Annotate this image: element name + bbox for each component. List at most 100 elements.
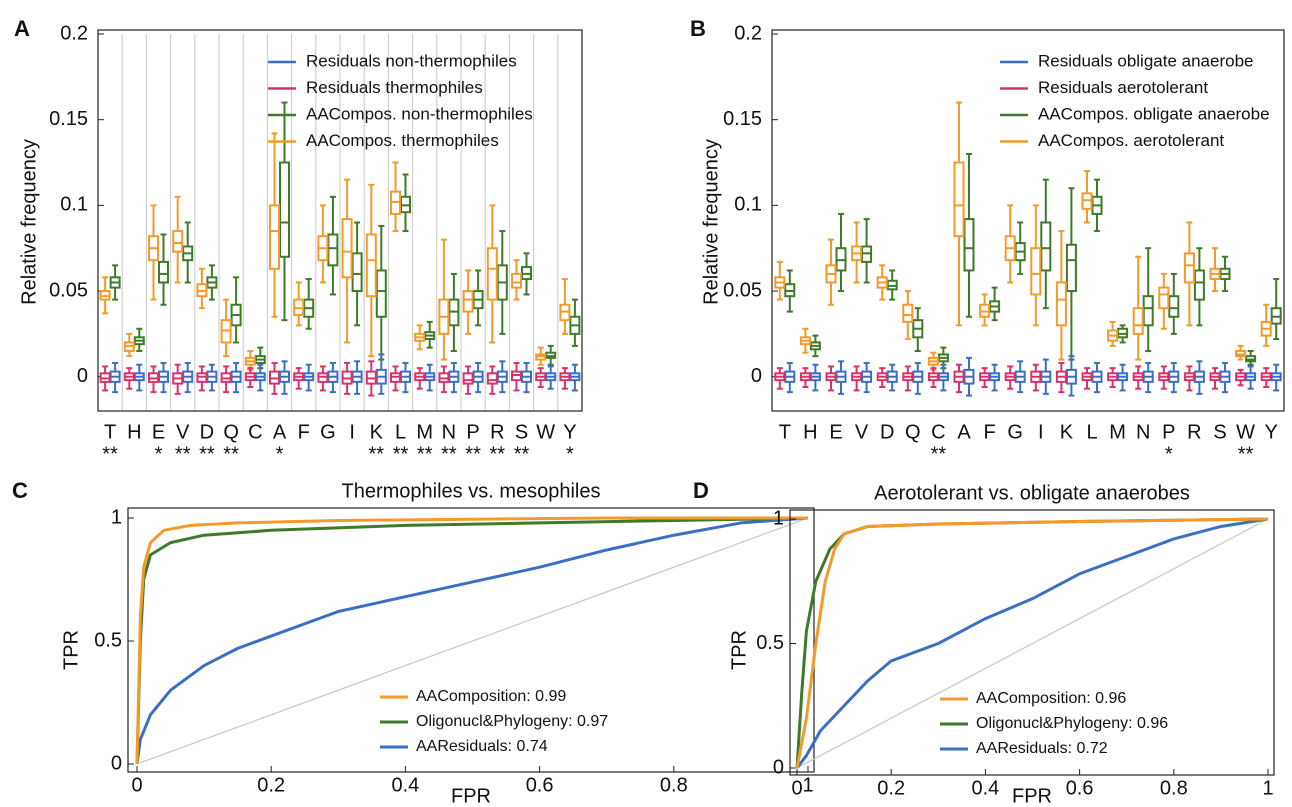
chance-diagonal [136,517,809,765]
legend-label: Residuals obligate anaerobe [1038,51,1254,70]
box [1055,281,1067,327]
x-tick-label: P [466,421,479,443]
legend-label: AACompos. thermophiles [306,131,499,150]
legend-label: AAComposition: 0.96 [976,690,1126,707]
x-tick-label: R [490,421,504,443]
x-tick-label: G [1007,421,1023,443]
significance-label: ** [465,443,481,465]
box [375,269,387,318]
box [902,303,914,323]
significance-label: ** [417,443,433,465]
box [341,218,353,279]
chance-diagonal [796,518,1269,769]
x-tick-label: 0.2 [877,777,905,799]
y-tick-label: 0.05 [723,279,762,301]
y-tick-label: 1 [111,506,122,528]
legend-label: AACompos. non-thermophiles [306,104,533,123]
significance-label: ** [931,443,947,465]
legend-label: Oligonucl&Phylogeny: 0.97 [416,713,608,730]
significance-label: ** [490,443,506,465]
x-tick-label: Y [563,421,576,443]
plot-frame [789,509,1275,776]
x-tick-label: E [152,421,165,443]
legend-label: AACompos. aerotolerant [1038,131,1224,150]
chart-title: Thermophiles vs. mesophiles [342,480,601,502]
x-tick-label: S [515,421,528,443]
x-tick-label: I [1038,421,1044,443]
x-tick-label: C [931,421,945,443]
box [1158,286,1170,310]
plot-frame [771,29,1285,412]
x-tick-label: V [176,421,190,443]
y-tick-label: 0.15 [49,108,88,130]
legend-label: Residuals aerotolerant [1038,78,1208,97]
x-tick-label: 1 [1262,777,1273,799]
box [327,233,339,267]
box [1132,307,1144,335]
x-tick-label: 0 [131,774,142,796]
y-axis-label: Relative frequency [700,139,722,305]
roc-curve [795,517,1269,769]
y-tick-label: 0.15 [723,108,762,130]
box [1168,295,1180,318]
box [1065,243,1077,293]
legend-label: AAResiduals: 0.74 [416,738,548,755]
box [462,372,474,385]
box [511,272,522,289]
legend-label: Oligonucl&Phylogeny: 0.96 [976,715,1168,732]
x-tick-label: M [416,421,433,443]
box [963,218,975,272]
significance-label: ** [1238,443,1254,465]
x-tick-label: T [104,421,116,443]
box [1030,247,1042,296]
x-tick-label: K [370,421,384,443]
y-tick-label: 0 [111,752,122,774]
y-tick-label: 0 [77,365,88,387]
y-tick-label: 0.05 [49,279,88,301]
x-tick-label: L [395,421,406,443]
y-tick-label: 0.1 [734,194,762,216]
x-tick-label: 1 [802,774,813,796]
significance-label: ** [369,443,385,465]
x-tick-label: A [957,421,971,443]
significance-label: ** [199,443,215,465]
x-tick-label: R [1187,421,1201,443]
box [351,252,363,293]
x-tick-label: 0.4 [971,777,999,799]
significance-label: * [1165,443,1173,465]
x-tick-label: 0.6 [1066,777,1094,799]
x-tick-label: N [1136,421,1150,443]
box [486,247,498,301]
x-tick-label: V [855,421,869,443]
legend-label: AAComposition: 0.99 [416,688,566,705]
legend-label: AAResiduals: 0.72 [976,740,1108,757]
x-tick-label: 0.6 [526,774,554,796]
x-tick-label: H [127,421,141,443]
x-tick-label: T [779,421,791,443]
box [486,372,498,385]
legend-label: AACompos. obligate anaerobe [1038,104,1270,123]
x-tick-label: K [1060,421,1074,443]
x-tick-label: 0.2 [257,774,285,796]
significance-label: ** [175,443,191,465]
box [279,161,290,258]
y-tick-label: 0.2 [734,22,762,44]
panel-label: D [693,478,709,503]
significance-label: ** [223,443,239,465]
significance-label: * [276,443,284,465]
y-tick-label: 0 [751,365,762,387]
y-tick-label: 0.5 [94,629,122,651]
significance-label: ** [514,443,530,465]
box [1183,252,1195,284]
y-axis-label: TPR [728,630,750,670]
panel-label: A [14,16,30,41]
x-tick-label: E [829,421,842,443]
y-axis-label: TPR [60,630,82,670]
x-tick-label: F [298,421,310,443]
x-tick-label: C [248,421,262,443]
x-tick-label: G [320,421,336,443]
x-tick-label: S [1213,421,1226,443]
legend-label: Residuals non-thermophiles [306,51,517,70]
box [365,233,377,298]
